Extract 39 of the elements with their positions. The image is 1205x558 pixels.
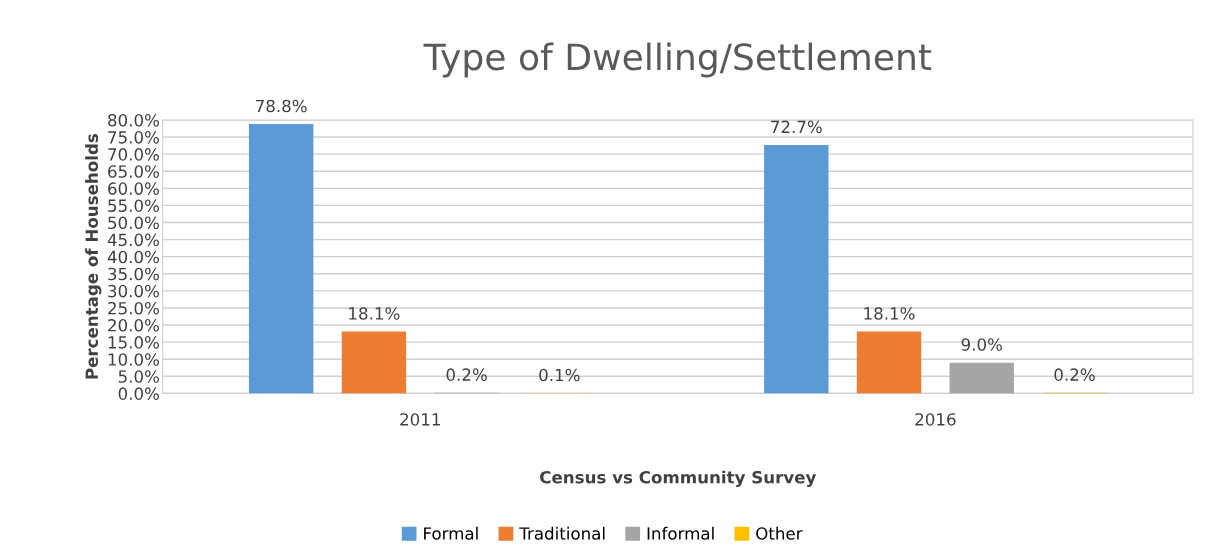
legend-label: Other [756,526,803,540]
bar [341,331,407,394]
y-tick-label: 0.0% [118,387,159,400]
bar [856,331,922,394]
x-tick-label: 2016 [915,413,956,426]
y-tick-label: 35.0% [108,267,159,281]
y-tick-label: 5.0% [118,370,159,383]
y-tick-label: 60.0% [108,182,159,195]
y-tick-label: 10.0% [108,353,159,366]
y-tick-label: 40.0% [107,250,159,264]
data-label: 9.0% [961,338,1002,351]
legend-label: Informal [647,526,714,540]
y-tick-label: 30.0% [108,284,159,298]
y-tick-label: 65.0% [108,165,159,178]
bar [949,362,1014,394]
data-label: 0.1% [539,368,580,382]
y-axis-title: Percentage of Households [85,134,102,379]
x-tick-label: 2011 [400,413,440,426]
y-tick-label: 80.0% [108,113,159,127]
y-tick-label: 75.0% [108,131,159,144]
data-label: 0.2% [446,368,487,381]
y-tick-label: 45.0% [107,233,159,247]
x-axis-title: Census vs Community Survey [540,470,817,487]
chart-title: Type of Dwelling/Settlement [423,42,932,78]
legend-label: Formal [424,526,478,540]
data-label: 78.8% [256,99,307,113]
data-label: 0.2% [1054,368,1095,381]
bar [248,124,314,394]
data-label: 72.7% [771,120,822,134]
y-tick-label: 55.0% [108,199,159,212]
legend-label: Traditional [519,526,605,540]
y-tick-label: 15.0% [108,336,159,349]
y-tick-label: 20.0% [108,319,159,332]
y-tick-label: 25.0% [108,301,159,315]
y-tick-label: 70.0% [108,148,159,161]
data-label: 18.1% [349,307,400,320]
data-label: 18.1% [864,307,915,320]
y-tick-label: 50.0% [108,216,159,230]
bar [764,144,829,394]
